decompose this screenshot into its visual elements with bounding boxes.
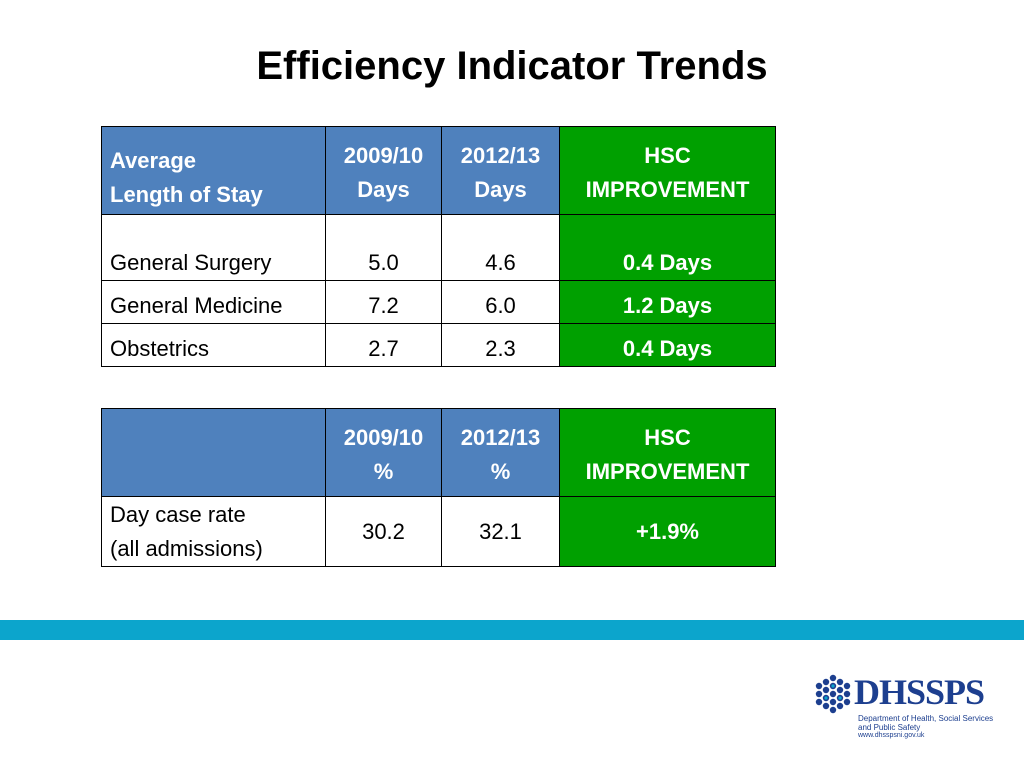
header-improvement-line1: HSC [644,143,691,168]
table-row: Obstetrics 2.7 2.3 0.4 Days [101,323,776,367]
value-2012: 6.0 [441,280,560,324]
header-2012-year: 2012/13 [460,143,541,168]
header-2012-cell: 2012/13 Days [441,126,560,215]
row-label: Obstetrics [101,323,326,367]
slide-title: Efficiency Indicator Trends [256,44,768,88]
dhssps-logo: DHSSPS Department of Health, Social Serv… [812,672,1002,742]
header-2009-unit: % [373,459,394,484]
improvement-value: 0.4 Days [559,323,776,367]
row-label: General Medicine [101,280,326,324]
header-empty-cell [101,408,326,497]
hexagon-cluster-icon [815,674,851,714]
table-row: Day case rate (all admissions) 30.2 32.1… [101,496,776,567]
row-label: Day case rate (all admissions) [101,496,326,567]
header-improvement-cell: HSC IMPROVEMENT [559,408,776,497]
value-2012: 32.1 [441,496,560,567]
header-label-line2: Length of Stay [110,182,263,207]
table-row: General Surgery 5.0 4.6 0.4 Days [101,214,776,281]
header-2012-year: 2012/13 [460,425,541,450]
header-label-line1: Average [110,148,197,173]
logo-subtitle-line1: Department of Health, Social Services [858,714,994,723]
header-improvement-cell: HSC IMPROVEMENT [559,126,776,215]
header-2009-unit: Days [357,177,410,202]
header-2012-unit: Days [474,177,527,202]
logo-subtitle: Department of Health, Social Services an… [858,714,998,732]
value-2009: 30.2 [325,496,442,567]
row-label-line1: Day case rate [110,501,246,527]
value-2012: 2.3 [441,323,560,367]
table-row: General Medicine 7.2 6.0 1.2 Days [101,280,776,324]
header-2009-year: 2009/10 [343,143,424,168]
value-2009: 7.2 [325,280,442,324]
row-label: General Surgery [101,214,326,281]
improvement-value: 0.4 Days [559,214,776,281]
improvement-value: +1.9% [559,496,776,567]
logo-subtitle-line2: and Public Safety [858,723,921,732]
logo-url: www.dhsspsni.gov.uk [858,732,925,739]
row-label-line2: (all admissions) [110,535,263,561]
table-header-row: 2009/10 % 2012/13 % HSC IMPROVEMENT [101,408,776,497]
header-2012-cell: 2012/13 % [441,408,560,497]
value-2009: 2.7 [325,323,442,367]
header-label-cell: Average Length of Stay [101,126,326,215]
header-improvement-line1: HSC [644,425,691,450]
header-2009-cell: 2009/10 Days [325,126,442,215]
header-improvement-line2: IMPROVEMENT [585,177,750,202]
header-improvement-line2: IMPROVEMENT [585,459,750,484]
day-case-table: 2009/10 % 2012/13 % HSC IMPROVEMENT Day … [101,408,776,567]
improvement-value: 1.2 Days [559,280,776,324]
header-2009-cell: 2009/10 % [325,408,442,497]
value-2012: 4.6 [441,214,560,281]
length-of-stay-table: Average Length of Stay 2009/10 Days 2012… [101,126,776,367]
table-header-row: Average Length of Stay 2009/10 Days 2012… [101,126,776,215]
value-2009: 5.0 [325,214,442,281]
logo-wordmark: DHSSPS [854,672,985,712]
footer-band [0,620,1024,640]
header-2012-unit: % [490,459,511,484]
header-2009-year: 2009/10 [343,425,424,450]
